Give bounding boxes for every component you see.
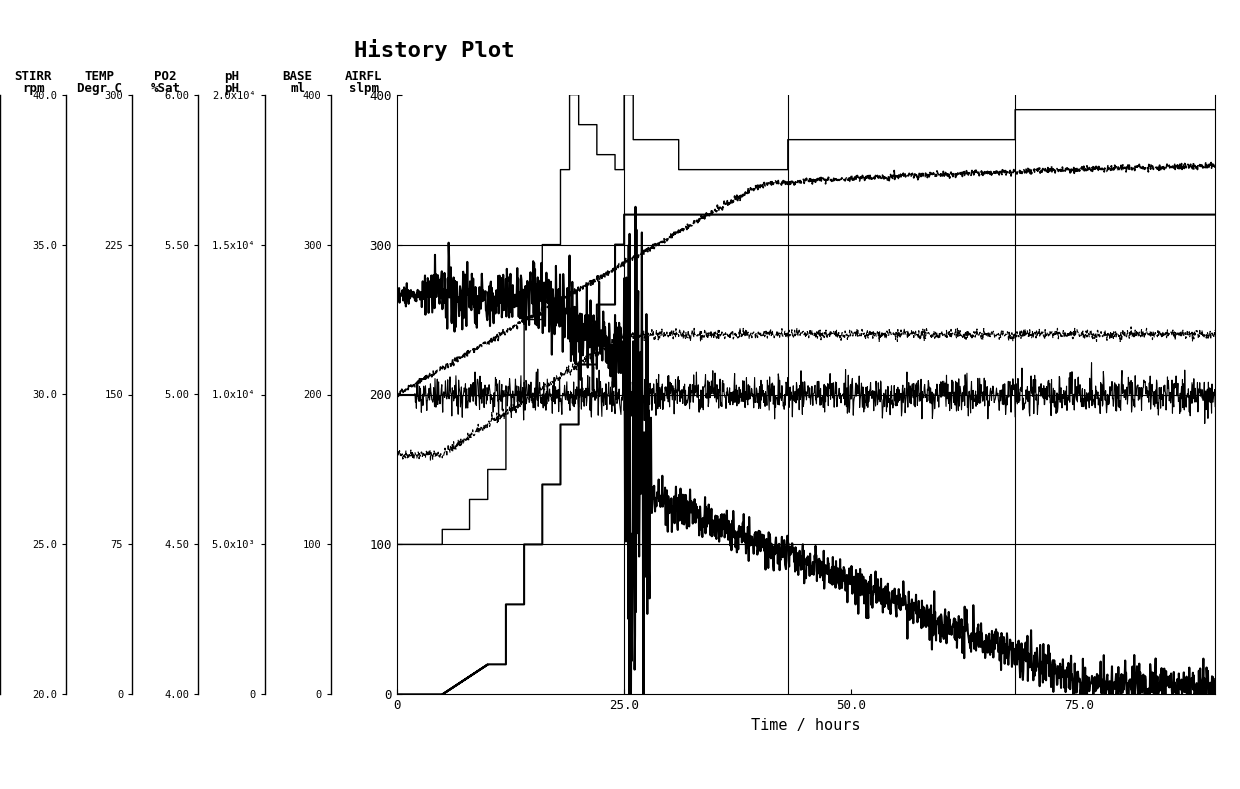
Text: pH: pH xyxy=(224,82,239,95)
Text: %Sat: %Sat xyxy=(150,82,180,95)
Text: AIRFL: AIRFL xyxy=(345,70,382,83)
Text: pH: pH xyxy=(224,70,239,83)
Text: Degr C: Degr C xyxy=(77,82,122,95)
Text: History Plot: History Plot xyxy=(353,39,515,62)
X-axis label: Time / hours: Time / hours xyxy=(751,718,861,733)
Text: ml: ml xyxy=(290,82,305,95)
Text: TEMP: TEMP xyxy=(84,70,114,83)
Text: PO2: PO2 xyxy=(154,70,176,83)
Text: STIRR: STIRR xyxy=(15,70,52,83)
Text: rpm: rpm xyxy=(22,82,45,95)
Text: BASE: BASE xyxy=(283,70,312,83)
Text: slpm: slpm xyxy=(348,82,378,95)
